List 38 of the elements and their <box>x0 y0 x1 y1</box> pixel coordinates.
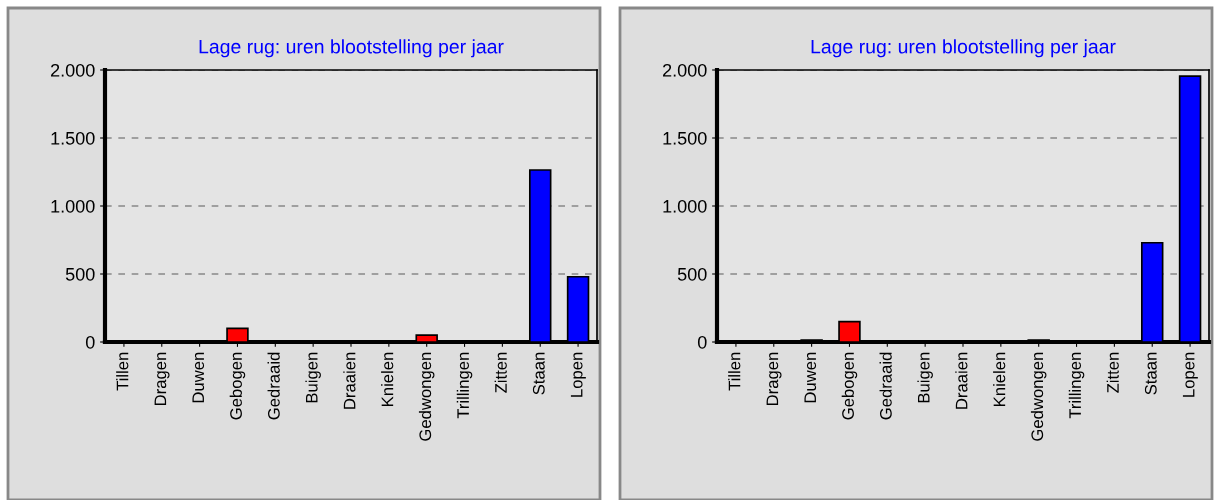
x-tick-label: Zitten <box>1106 352 1119 393</box>
y-tick-label: 1.000 <box>51 199 95 213</box>
chart-title: Lage rug: uren blootstelling per jaar <box>811 39 1116 58</box>
x-tick-label: Gedraaid <box>879 352 892 420</box>
x-tick-label: Duwen <box>192 352 205 403</box>
x-tick-label: Gedwongen <box>1030 352 1047 441</box>
y-tick-label: 2.000 <box>51 63 95 77</box>
x-tick-label: Dragen <box>154 352 170 406</box>
y-tick-label: 0 <box>85 335 95 349</box>
y-tick-label: 1.500 <box>663 131 707 145</box>
x-tick-label: Dragen <box>766 352 782 406</box>
x-tick-label: Staan <box>532 352 545 395</box>
y-tick-label: 500 <box>677 267 707 281</box>
y-tick-label: 1.000 <box>663 199 707 213</box>
x-tick-label: Gebogen <box>229 352 246 420</box>
x-tick-label: Gebogen <box>841 352 858 420</box>
x-tick-label: Staan <box>1144 352 1157 395</box>
x-tick-label: Tillen <box>728 352 741 391</box>
x-tick-label: Lopen <box>570 352 586 397</box>
x-tick-label: Tillen <box>116 352 129 391</box>
x-tick-label: Lopen <box>1182 352 1198 397</box>
x-tick-label: Knielen <box>993 352 1006 406</box>
chart-title: Lage rug: uren blootstelling per jaar <box>199 39 504 58</box>
x-tick-label: Duwen <box>804 352 817 403</box>
x-tick-label: Buigen <box>917 352 933 403</box>
x-tick-label: Buigen <box>305 352 321 403</box>
x-tick-label: Trillingen <box>1068 352 1085 419</box>
x-tick-label: Draaien <box>343 352 356 409</box>
x-tick-label: Gedwongen <box>418 352 435 441</box>
y-tick-label: 2.000 <box>663 63 707 77</box>
x-tick-label: Trillingen <box>456 352 473 419</box>
y-tick-label: 0 <box>697 335 707 349</box>
y-tick-label: 1.500 <box>51 131 95 145</box>
x-tick-label: Gedraaid <box>267 352 280 420</box>
x-tick-label: Zitten <box>494 352 507 393</box>
y-tick-label: 500 <box>65 267 95 281</box>
x-tick-label: Knielen <box>381 352 394 406</box>
x-tick-label: Draaien <box>955 352 968 409</box>
